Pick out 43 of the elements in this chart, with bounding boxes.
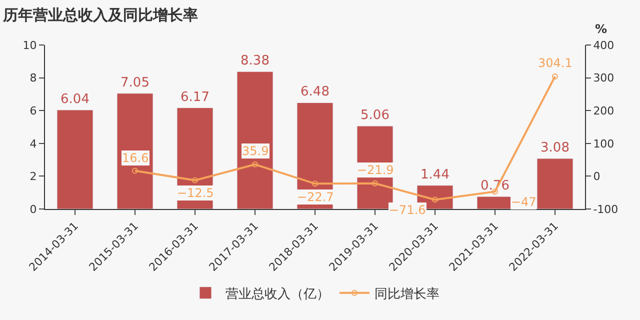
data-label: −21.9 [357, 163, 394, 177]
data-label: 8.38 [240, 54, 270, 69]
data-label: 16.6 [122, 151, 149, 165]
y2-tick-label: 100 [593, 137, 614, 150]
data-label: −71.6 [389, 203, 426, 217]
y-tick-label: 8 [30, 72, 37, 85]
point [552, 73, 558, 80]
data-label: 6.04 [60, 92, 90, 107]
data-label: 3.08 [540, 140, 570, 156]
y2-tick-label: 200 [593, 104, 614, 118]
data-label: 35.9 [242, 144, 269, 158]
point [312, 180, 318, 187]
y-tick-label: 2 [30, 170, 37, 184]
data-label: 1.44 [420, 167, 450, 182]
bar [536, 158, 574, 209]
legend-label: 营业总收入（亿） [226, 286, 330, 302]
data-label: −47 [511, 195, 536, 209]
y2-tick-label: 0 [593, 170, 600, 184]
y-tick-label: 0 [30, 202, 37, 216]
bar [236, 71, 274, 209]
data-label: −12.5 [177, 186, 214, 200]
point [252, 161, 258, 168]
legend-label: 同比增长率 [374, 286, 440, 302]
data-label: 6.48 [300, 84, 330, 100]
point [432, 196, 438, 203]
y-tick-label: 10 [22, 38, 37, 52]
y-tick-label: 6 [30, 104, 37, 118]
point [372, 180, 378, 186]
bar [116, 93, 154, 209]
y2-tick-label: 400 [593, 38, 614, 52]
data-label: 6.17 [180, 90, 210, 105]
bar [56, 110, 94, 209]
data-label: 5.06 [360, 108, 390, 124]
data-label: 7.05 [120, 75, 150, 90]
data-label: 304.1 [538, 56, 572, 70]
chart-title: 历年营业总收入及同比增长率 [2, 6, 198, 24]
y-tick-label: 4 [30, 137, 37, 150]
data-label: −22.7 [297, 190, 334, 204]
point [192, 177, 198, 184]
y2-tick-label: -100 [593, 202, 618, 216]
y2-axis-title: % [595, 22, 608, 36]
point [132, 168, 138, 174]
y2-tick-label: 300 [593, 72, 614, 85]
